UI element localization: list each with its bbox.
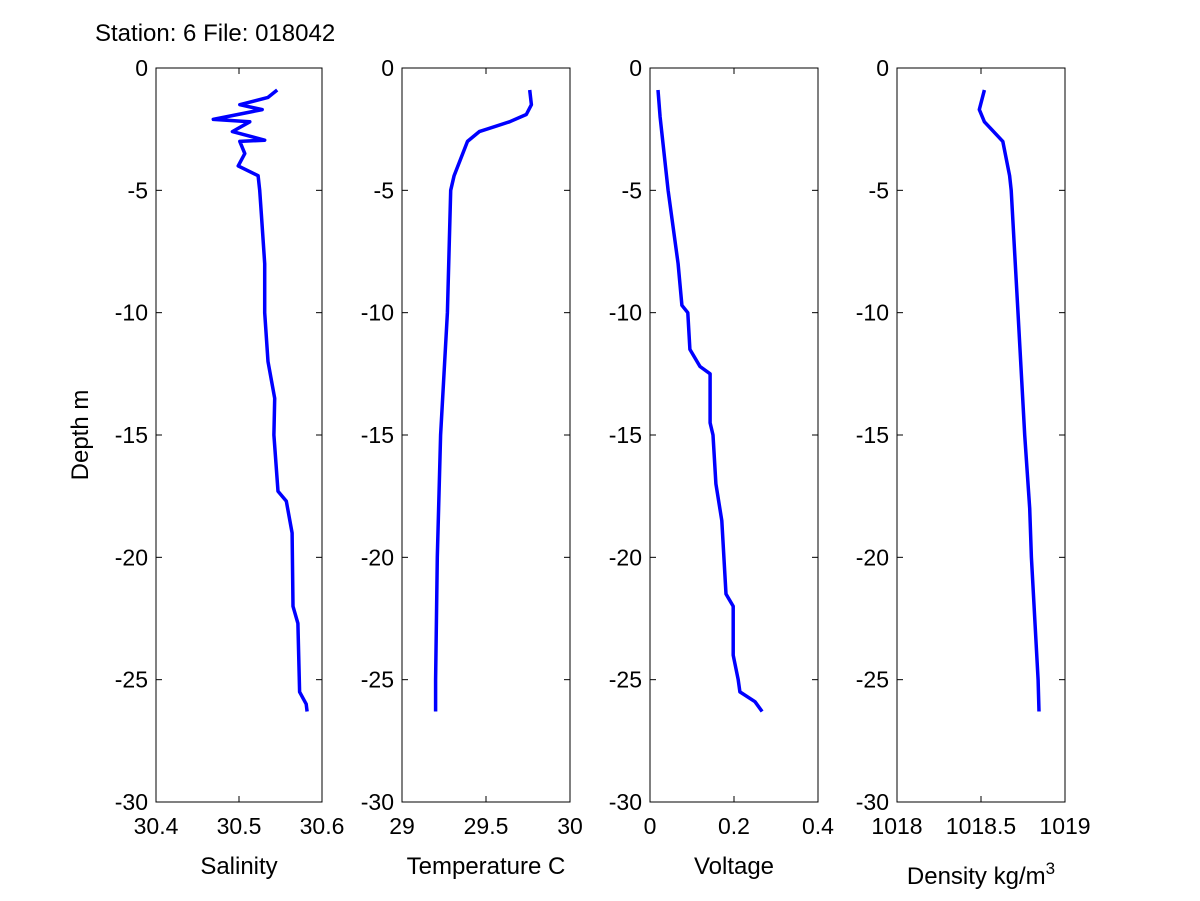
- x-axis-label: Voltage: [694, 853, 774, 880]
- y-tick-label: -5: [622, 177, 642, 203]
- y-tick-label: -20: [115, 544, 148, 570]
- y-tick-label: -20: [609, 544, 642, 570]
- x-tick-label: 1018: [871, 813, 922, 839]
- y-tick-label: -30: [115, 789, 148, 815]
- series-line: [211, 88, 309, 712]
- axes-box: [649, 67, 819, 803]
- y-tick-label: -30: [856, 789, 889, 815]
- y-tick-label: -15: [115, 422, 148, 448]
- y-tick-label: -10: [115, 300, 148, 326]
- y-tick-label: 0: [135, 55, 148, 81]
- x-tick-label: 30.6: [300, 813, 345, 839]
- y-tick-label: 0: [381, 55, 394, 81]
- y-tick-label: -20: [856, 544, 889, 570]
- series-line: [977, 89, 1041, 712]
- x-tick-label: 0: [644, 813, 657, 839]
- y-tick-label: -25: [856, 667, 889, 693]
- figure-title: Station: 6 File: 018042: [95, 20, 336, 47]
- x-tick-label: 30.5: [217, 813, 262, 839]
- y-tick-label: -15: [856, 422, 889, 448]
- y-tick-label: -25: [361, 667, 394, 693]
- x-tick-label: 1018.5: [946, 813, 1016, 839]
- y-tick-label: -25: [115, 667, 148, 693]
- x-axis-label: Density kg/m3: [907, 859, 1055, 890]
- x-axis-label-superscript: 3: [1046, 859, 1055, 878]
- y-tick-label: -15: [361, 422, 394, 448]
- series-line: [656, 89, 764, 713]
- y-tick-label: -10: [361, 300, 394, 326]
- y-tick-label: -5: [374, 177, 394, 203]
- y-tick-label: -10: [856, 300, 889, 326]
- y-tick-label: -20: [361, 544, 394, 570]
- x-tick-label: 0.2: [718, 813, 750, 839]
- y-tick-label: -30: [609, 789, 642, 815]
- x-tick-label: 29: [389, 813, 415, 839]
- y-tick-label: 0: [629, 55, 642, 81]
- y-tick-label: -25: [609, 667, 642, 693]
- x-axis-label: Salinity: [200, 853, 277, 880]
- axes-box: [155, 67, 323, 803]
- y-tick-label: 0: [876, 55, 889, 81]
- y-tick-label: -10: [609, 300, 642, 326]
- x-tick-label: 30: [557, 813, 583, 839]
- axes-box: [401, 67, 571, 803]
- x-tick-label: 0.4: [802, 813, 834, 839]
- x-axis-label: Temperature C: [407, 853, 566, 880]
- y-tick-label: -5: [128, 177, 148, 203]
- x-tick-label: 1019: [1039, 813, 1090, 839]
- y-axis-label: Depth m: [67, 390, 94, 481]
- y-tick-label: -30: [361, 789, 394, 815]
- x-tick-label: 30.4: [134, 813, 179, 839]
- series-line: [433, 89, 534, 712]
- x-tick-label: 29.5: [464, 813, 509, 839]
- y-tick-label: -15: [609, 422, 642, 448]
- y-tick-label: -5: [869, 177, 889, 203]
